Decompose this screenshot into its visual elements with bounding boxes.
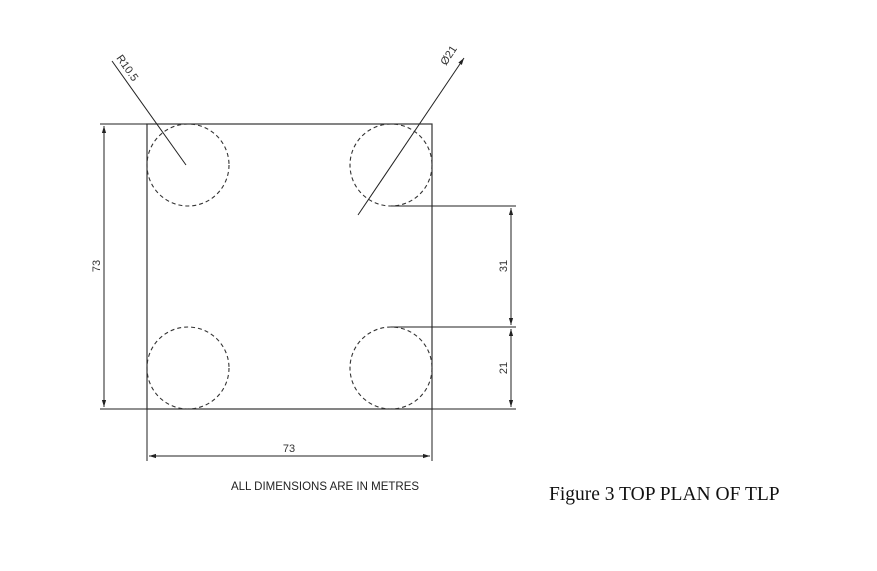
- column-bottom-right: [349, 326, 433, 410]
- diameter-label: Ø21: [438, 44, 459, 68]
- diameter-leader-line: [357, 57, 465, 216]
- column-bottom-left: [146, 326, 230, 410]
- units-note: ALL DIMENSIONS ARE IN METRES: [231, 481, 419, 493]
- figure-caption: Figure 3 TOP PLAN OF TLP: [549, 484, 780, 505]
- column-top-left: [146, 123, 230, 207]
- radius-leader-line: [111, 60, 187, 166]
- column-top-right: [349, 123, 433, 207]
- overall-width-label: 73: [283, 443, 295, 455]
- spacing-lower-label: 21: [498, 362, 510, 374]
- overall-height-label: 73: [91, 260, 103, 272]
- platform-outline: [146, 123, 433, 410]
- spacing-upper-label: 31: [498, 260, 510, 272]
